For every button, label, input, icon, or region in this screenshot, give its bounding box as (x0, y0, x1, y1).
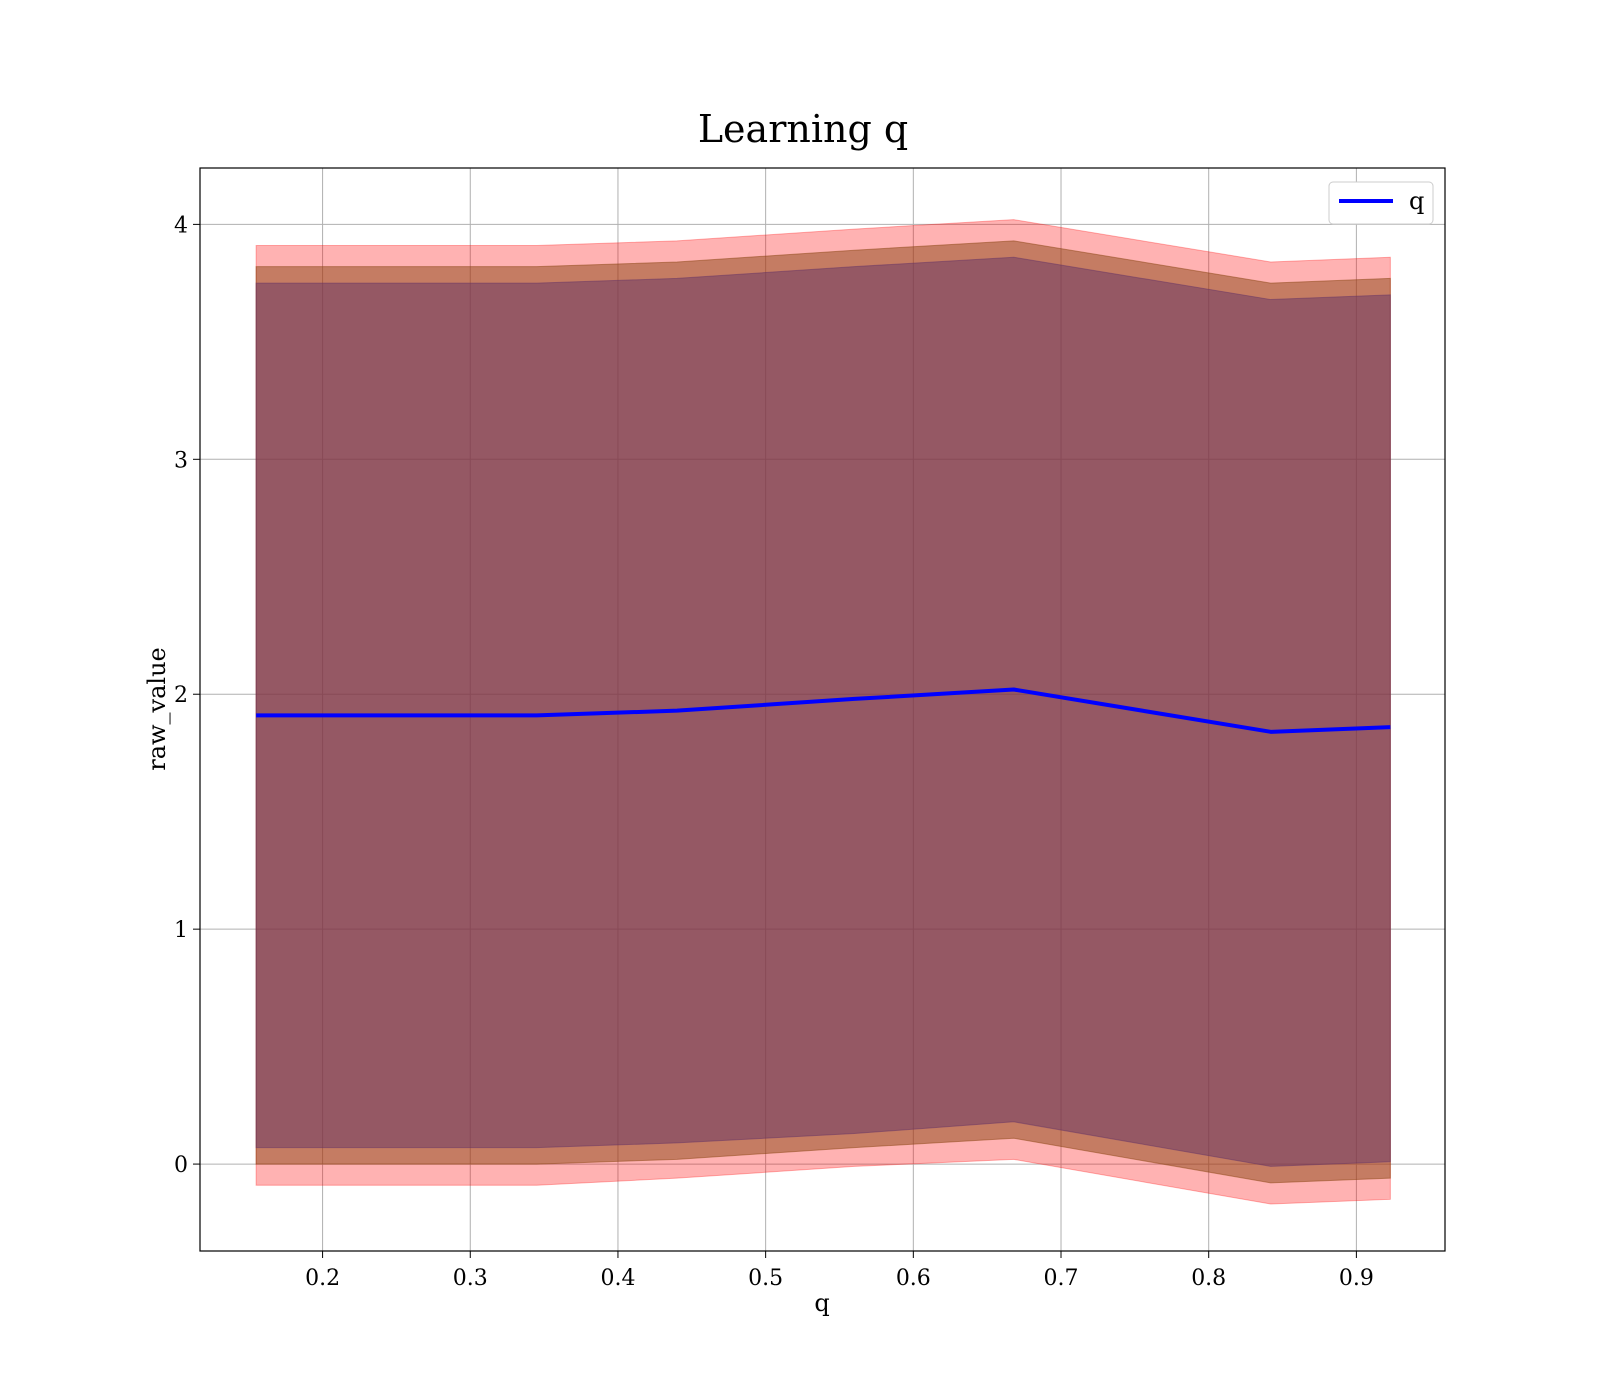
legend-label: q (1409, 187, 1424, 215)
x-tick-label: 0.8 (1191, 1266, 1226, 1291)
x-axis-label: q (814, 1289, 829, 1317)
chart-title: Learning q (698, 107, 908, 151)
x-tick-label: 0.7 (1044, 1266, 1079, 1291)
y-axis-label: raw_value (143, 647, 171, 771)
y-tick-label: 0 (174, 1153, 188, 1178)
x-tick-label: 0.3 (453, 1266, 488, 1291)
legend: q (1328, 181, 1434, 225)
series-lines (256, 687, 1391, 734)
series-line-q (256, 687, 1391, 734)
plot-frame (199, 167, 1446, 1252)
x-tick-label: 0.6 (896, 1266, 931, 1291)
x-tick-label: 0.9 (1339, 1266, 1374, 1291)
confidence-bands (255, 219, 1391, 1205)
x-tick-label: 0.2 (305, 1266, 340, 1291)
axis-ticks: 0.2 0.3 0.4 0.5 0.6 0.7 0.8 0.9 0 1 2 3 4 (174, 213, 1374, 1291)
confidence-band (255, 256, 1391, 1167)
y-tick-label: 1 (174, 918, 188, 943)
y-tick-label: 3 (174, 448, 188, 473)
y-tick-label: 4 (174, 213, 188, 238)
x-tick-label: 0.5 (748, 1266, 783, 1291)
y-tick-label: 2 (174, 683, 188, 708)
x-tick-label: 0.4 (600, 1266, 635, 1291)
